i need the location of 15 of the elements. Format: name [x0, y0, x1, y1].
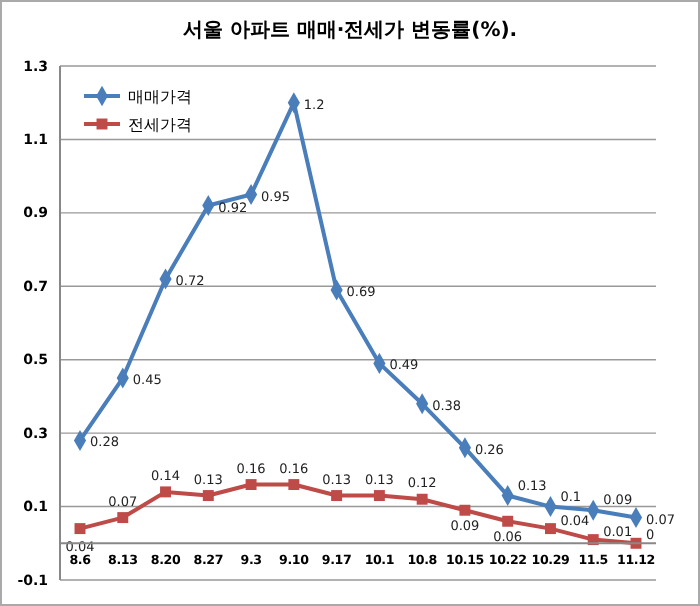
point: [74, 523, 86, 535]
point: [459, 504, 471, 516]
point: [373, 490, 385, 502]
point: [245, 479, 257, 491]
legend-label: 매매가격: [128, 88, 192, 106]
point: [544, 523, 556, 535]
point: [288, 479, 300, 491]
point: [502, 515, 514, 527]
point: [202, 490, 214, 502]
point: [160, 486, 172, 498]
chart-title: 서울 아파트 매매·전세가 변동률(%).: [182, 20, 518, 42]
point: [117, 512, 129, 524]
point: [331, 490, 343, 502]
legend-label: 전세가격: [128, 116, 192, 134]
point: [416, 493, 428, 505]
